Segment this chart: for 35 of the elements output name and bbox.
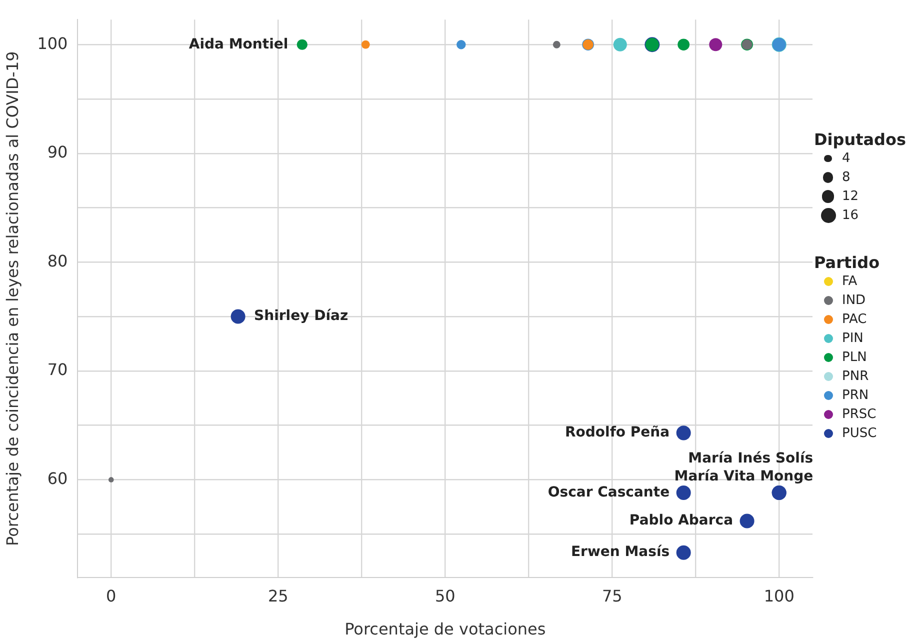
- annotation: Shirley Díaz: [254, 308, 348, 324]
- annotation: Pablo Abarca: [629, 512, 734, 529]
- legend-label: IND: [842, 293, 866, 308]
- annotation: María Vita Monge: [674, 468, 814, 484]
- x-tick-label: 100: [764, 586, 794, 606]
- x-tick-label: 50: [434, 586, 456, 606]
- x-axis-title: Porcentaje de votaciones: [344, 620, 546, 639]
- text: Diputados: [814, 130, 908, 149]
- legend-label: PAC: [842, 312, 867, 327]
- legend-label: 4: [842, 151, 850, 166]
- legend-label: PNR: [842, 369, 869, 384]
- y-tick-label: 100: [37, 34, 68, 53]
- annotation: Oscar Cascante: [548, 484, 670, 500]
- annotation: María Inés Solís: [688, 450, 814, 466]
- legend-label: 8: [842, 170, 850, 185]
- annotation: Aida Montiel: [188, 36, 288, 52]
- annotation: Erwen Masís: [570, 544, 670, 560]
- annotation: Rodolfo Peña: [564, 424, 670, 441]
- legend-label: FA: [842, 274, 858, 289]
- legend-label: PRN: [842, 388, 869, 403]
- legend-label: PUSC: [842, 426, 877, 441]
- legend-label: PIN: [842, 331, 864, 346]
- legend-label: PRSC: [842, 407, 876, 422]
- y-tick-label: 60: [47, 468, 68, 488]
- y-tick-label: 70: [47, 360, 68, 380]
- x-tick-label: 75: [602, 586, 622, 606]
- y-axis-title: Porcentaje de coincidencia en leyes relacionadas al COVID-19: [2, 51, 22, 546]
- legend-label: 16: [842, 208, 859, 223]
- legend-label: PLN: [842, 350, 867, 365]
- legend-label: 12: [842, 189, 859, 204]
- y-tick-label: 80: [47, 251, 68, 270]
- x-tick-label: 25: [268, 586, 288, 606]
- legend-title: Partido: [814, 253, 881, 272]
- y-tick-label: 90: [47, 142, 68, 162]
- x-tick-label: 0: [106, 586, 116, 606]
